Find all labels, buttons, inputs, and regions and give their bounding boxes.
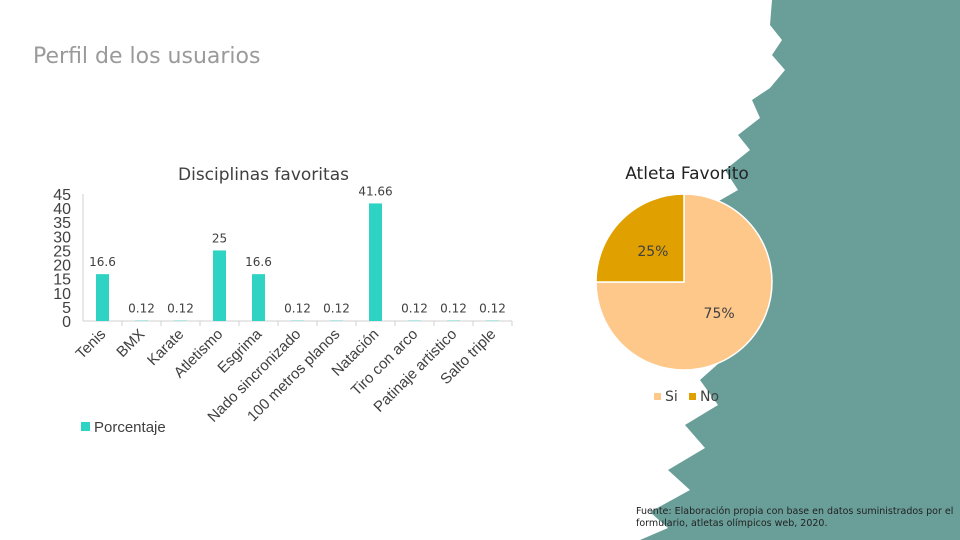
y-tick-label: 40 xyxy=(53,201,71,218)
bar xyxy=(96,274,109,321)
bar xyxy=(213,250,226,321)
legend-swatch-porcentaje xyxy=(81,422,90,431)
bar-data-label: 16.6 xyxy=(245,255,272,269)
pie-chart: Atleta Favorito 75% 25% Si No xyxy=(595,164,773,405)
y-tick-label: 35 xyxy=(53,215,71,232)
pie-data-label: 25% xyxy=(637,244,668,260)
bar-data-label: 0.12 xyxy=(440,302,467,316)
x-tick-label: BMX xyxy=(113,326,148,361)
y-tick-label: 10 xyxy=(53,286,71,303)
pie-legend-label: Si xyxy=(665,389,678,405)
bar-data-label: 0.12 xyxy=(284,302,311,316)
pie-slice-no xyxy=(595,193,685,283)
bar-chart-title: Disciplinas favoritas xyxy=(178,165,349,185)
y-tick-label: 30 xyxy=(53,229,71,246)
pie-legend-swatch xyxy=(689,393,696,400)
source-note: Fuente: Elaboración propia con base en d… xyxy=(636,506,954,529)
bar-data-label: 41.66 xyxy=(358,184,392,198)
legend-label-porcentaje: Porcentaje xyxy=(94,419,166,436)
y-tick-label: 5 xyxy=(62,300,71,317)
pie-legend-label: No xyxy=(700,389,719,405)
x-tick-label: Tenis xyxy=(73,326,110,363)
slide-title: Perfil de los usuarios xyxy=(33,44,261,69)
bar-data-label: 25 xyxy=(212,231,227,245)
y-tick-label: 0 xyxy=(62,314,71,331)
bar-data-label: 0.12 xyxy=(479,302,506,316)
pie-chart-title: Atleta Favorito xyxy=(625,164,749,184)
y-tick-label: 20 xyxy=(53,258,71,275)
pie-data-label: 75% xyxy=(704,306,735,322)
bar-data-label: 0.12 xyxy=(323,302,350,316)
y-tick-label: 25 xyxy=(53,243,71,260)
pie-legend-swatch xyxy=(654,393,661,400)
bar-data-label: 0.12 xyxy=(401,302,428,316)
bar-data-label: 16.6 xyxy=(89,255,116,269)
bar-data-label: 0.12 xyxy=(167,302,194,316)
bar xyxy=(252,274,265,321)
y-tick-label: 45 xyxy=(53,187,71,204)
bar xyxy=(369,203,382,321)
bar-data-label: 0.12 xyxy=(128,302,155,316)
bar-chart: Disciplinas favoritas0510152025303540451… xyxy=(53,165,513,436)
y-tick-label: 15 xyxy=(53,272,71,289)
